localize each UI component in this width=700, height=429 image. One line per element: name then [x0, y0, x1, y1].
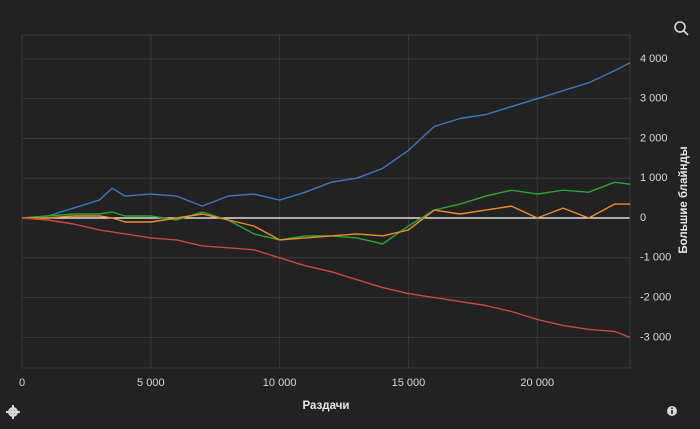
lines	[21, 62, 631, 339]
series-line	[21, 217, 631, 339]
series-line	[22, 203, 630, 241]
info-button[interactable]	[667, 406, 677, 416]
x-tick-label: 15 000	[392, 377, 426, 389]
x-tick-label: 5 000	[137, 377, 165, 389]
x-tick-label: 20 000	[520, 377, 554, 389]
y-tick-label: -2 000	[640, 291, 671, 303]
y-tick-label: 4 000	[640, 53, 668, 65]
y-tick-label: 2 000	[640, 132, 668, 144]
x-axis-title: Раздачи	[303, 400, 350, 412]
series-line	[21, 62, 631, 219]
series-line	[21, 181, 631, 245]
plot-frame	[21, 34, 631, 369]
y-tick-label: 0	[640, 212, 646, 224]
settings-button[interactable]	[6, 405, 20, 419]
x-tick-label: 0	[19, 377, 25, 389]
y-tick-label: 1 000	[640, 172, 668, 184]
x-tick-label: 10 000	[263, 377, 297, 389]
y-tick-label: 3 000	[640, 93, 668, 105]
y-axis-title: Большие блайнды	[678, 146, 690, 253]
y-tick-label: -1 000	[640, 252, 671, 264]
grid	[21, 34, 631, 369]
zoom-button[interactable]	[674, 21, 689, 36]
y-tick-label: -3 000	[640, 331, 671, 343]
